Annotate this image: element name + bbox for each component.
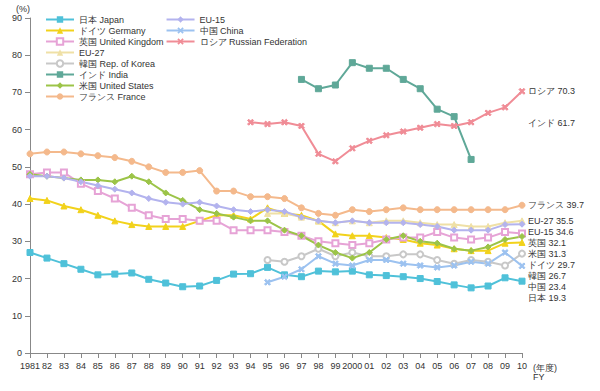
svg-text:87: 87 — [127, 361, 137, 371]
svg-text:50: 50 — [12, 162, 22, 172]
svg-text:82: 82 — [42, 361, 52, 371]
svg-text:1981: 1981 — [20, 361, 40, 371]
svg-text:85: 85 — [93, 361, 103, 371]
svg-text:英国 32.1: 英国 32.1 — [528, 238, 566, 248]
svg-text:89: 89 — [161, 361, 171, 371]
svg-text:米国 31.3: 米国 31.3 — [528, 249, 566, 259]
svg-text:83: 83 — [59, 361, 69, 371]
svg-text:EU-15: EU-15 — [200, 15, 226, 25]
svg-text:99: 99 — [330, 361, 340, 371]
svg-text:04: 04 — [415, 361, 425, 371]
svg-text:中国 23.4: 中国 23.4 — [528, 282, 566, 292]
svg-text:93: 93 — [229, 361, 239, 371]
svg-text:96: 96 — [279, 361, 289, 371]
svg-text:91: 91 — [195, 361, 205, 371]
svg-text:92: 92 — [212, 361, 222, 371]
svg-text:韓国 Rep. of Korea: 韓国 Rep. of Korea — [79, 59, 155, 69]
svg-text:09: 09 — [500, 361, 510, 371]
svg-text:インド 61.7: インド 61.7 — [528, 118, 575, 128]
svg-text:ドイツ Germany: ドイツ Germany — [79, 26, 146, 36]
svg-text:60: 60 — [12, 125, 22, 135]
svg-text:88: 88 — [144, 361, 154, 371]
svg-text:EU-15 34.6: EU-15 34.6 — [528, 227, 574, 237]
svg-text:フランス France: フランス France — [79, 92, 146, 102]
svg-text:80: 80 — [12, 50, 22, 60]
svg-text:70: 70 — [12, 87, 22, 97]
svg-text:2000: 2000 — [342, 361, 362, 371]
svg-text:97: 97 — [296, 361, 306, 371]
svg-text:フランス 39.7: フランス 39.7 — [528, 200, 584, 210]
svg-text:ロシア 70.3: ロシア 70.3 — [528, 86, 575, 96]
svg-text:米国 United States: 米国 United States — [79, 81, 154, 91]
svg-text:EU-27: EU-27 — [79, 48, 105, 58]
svg-text:40: 40 — [12, 199, 22, 209]
svg-text:ロシア Russian Federation: ロシア Russian Federation — [200, 37, 308, 47]
svg-text:ドイツ 29.7: ドイツ 29.7 — [528, 260, 575, 270]
svg-text:05: 05 — [432, 361, 442, 371]
svg-text:30: 30 — [12, 236, 22, 246]
svg-text:インド India: インド India — [79, 70, 128, 80]
svg-text:中国 China: 中国 China — [200, 26, 244, 36]
svg-text:84: 84 — [76, 361, 86, 371]
svg-text:英国 United Kingdom: 英国 United Kingdom — [79, 37, 164, 47]
svg-text:20: 20 — [12, 274, 22, 284]
svg-text:10: 10 — [12, 311, 22, 321]
svg-text:90: 90 — [12, 13, 22, 23]
svg-text:86: 86 — [110, 361, 120, 371]
svg-text:95: 95 — [263, 361, 273, 371]
svg-text:日本 Japan: 日本 Japan — [79, 15, 124, 25]
svg-text:韓国 26.7: 韓国 26.7 — [528, 271, 566, 281]
svg-text:90: 90 — [178, 361, 188, 371]
svg-text:98: 98 — [313, 361, 323, 371]
svg-text:EU-27 35.5: EU-27 35.5 — [528, 216, 574, 226]
svg-text:0: 0 — [17, 348, 22, 358]
svg-text:日本 19.3: 日本 19.3 — [528, 293, 566, 303]
svg-text:01: 01 — [364, 361, 374, 371]
svg-text:03: 03 — [398, 361, 408, 371]
svg-text:94: 94 — [246, 361, 256, 371]
svg-text:06: 06 — [449, 361, 459, 371]
svg-text:02: 02 — [381, 361, 391, 371]
svg-text:08: 08 — [483, 361, 493, 371]
svg-text:(年度): (年度) — [532, 362, 557, 373]
svg-text:10: 10 — [517, 361, 527, 371]
svg-text:07: 07 — [466, 361, 476, 371]
svg-text:FY: FY — [533, 372, 545, 382]
